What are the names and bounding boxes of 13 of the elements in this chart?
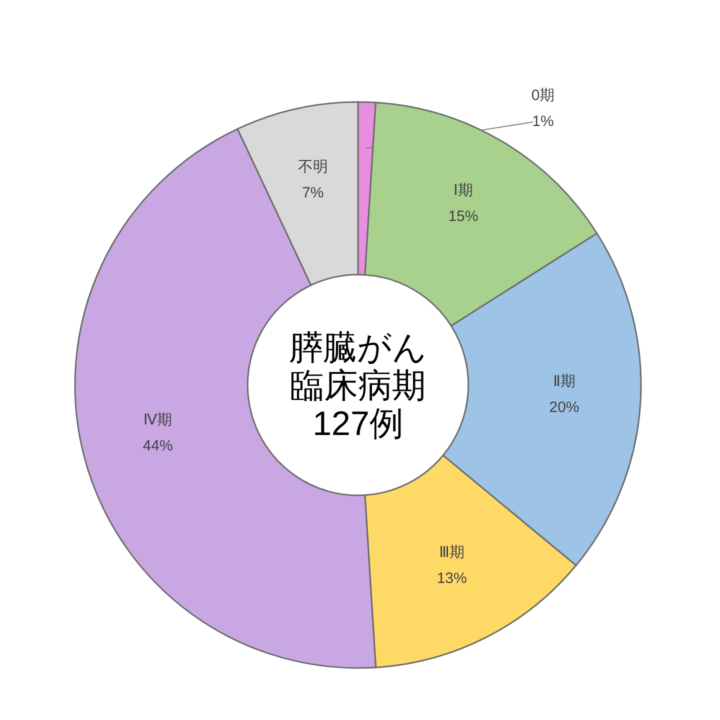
data-label: 20% [549,398,580,416]
slice-label: Ⅱ期 [553,372,576,390]
slice-label: 不明 [298,158,328,176]
data-label: 15% [448,208,478,226]
slice-label: Ⅲ期 [439,544,465,562]
text: 膵臓がん臨床病期127例 [289,329,427,443]
slice-label: 0期 [531,87,555,104]
data-label: 44% [142,437,173,454]
slice-label: Ⅳ期 [143,411,172,428]
data-label: 1% [532,113,554,130]
slice-label: Ⅰ期 [453,182,473,200]
data-label: 13% [436,570,467,588]
data-label: 7% [302,184,324,202]
